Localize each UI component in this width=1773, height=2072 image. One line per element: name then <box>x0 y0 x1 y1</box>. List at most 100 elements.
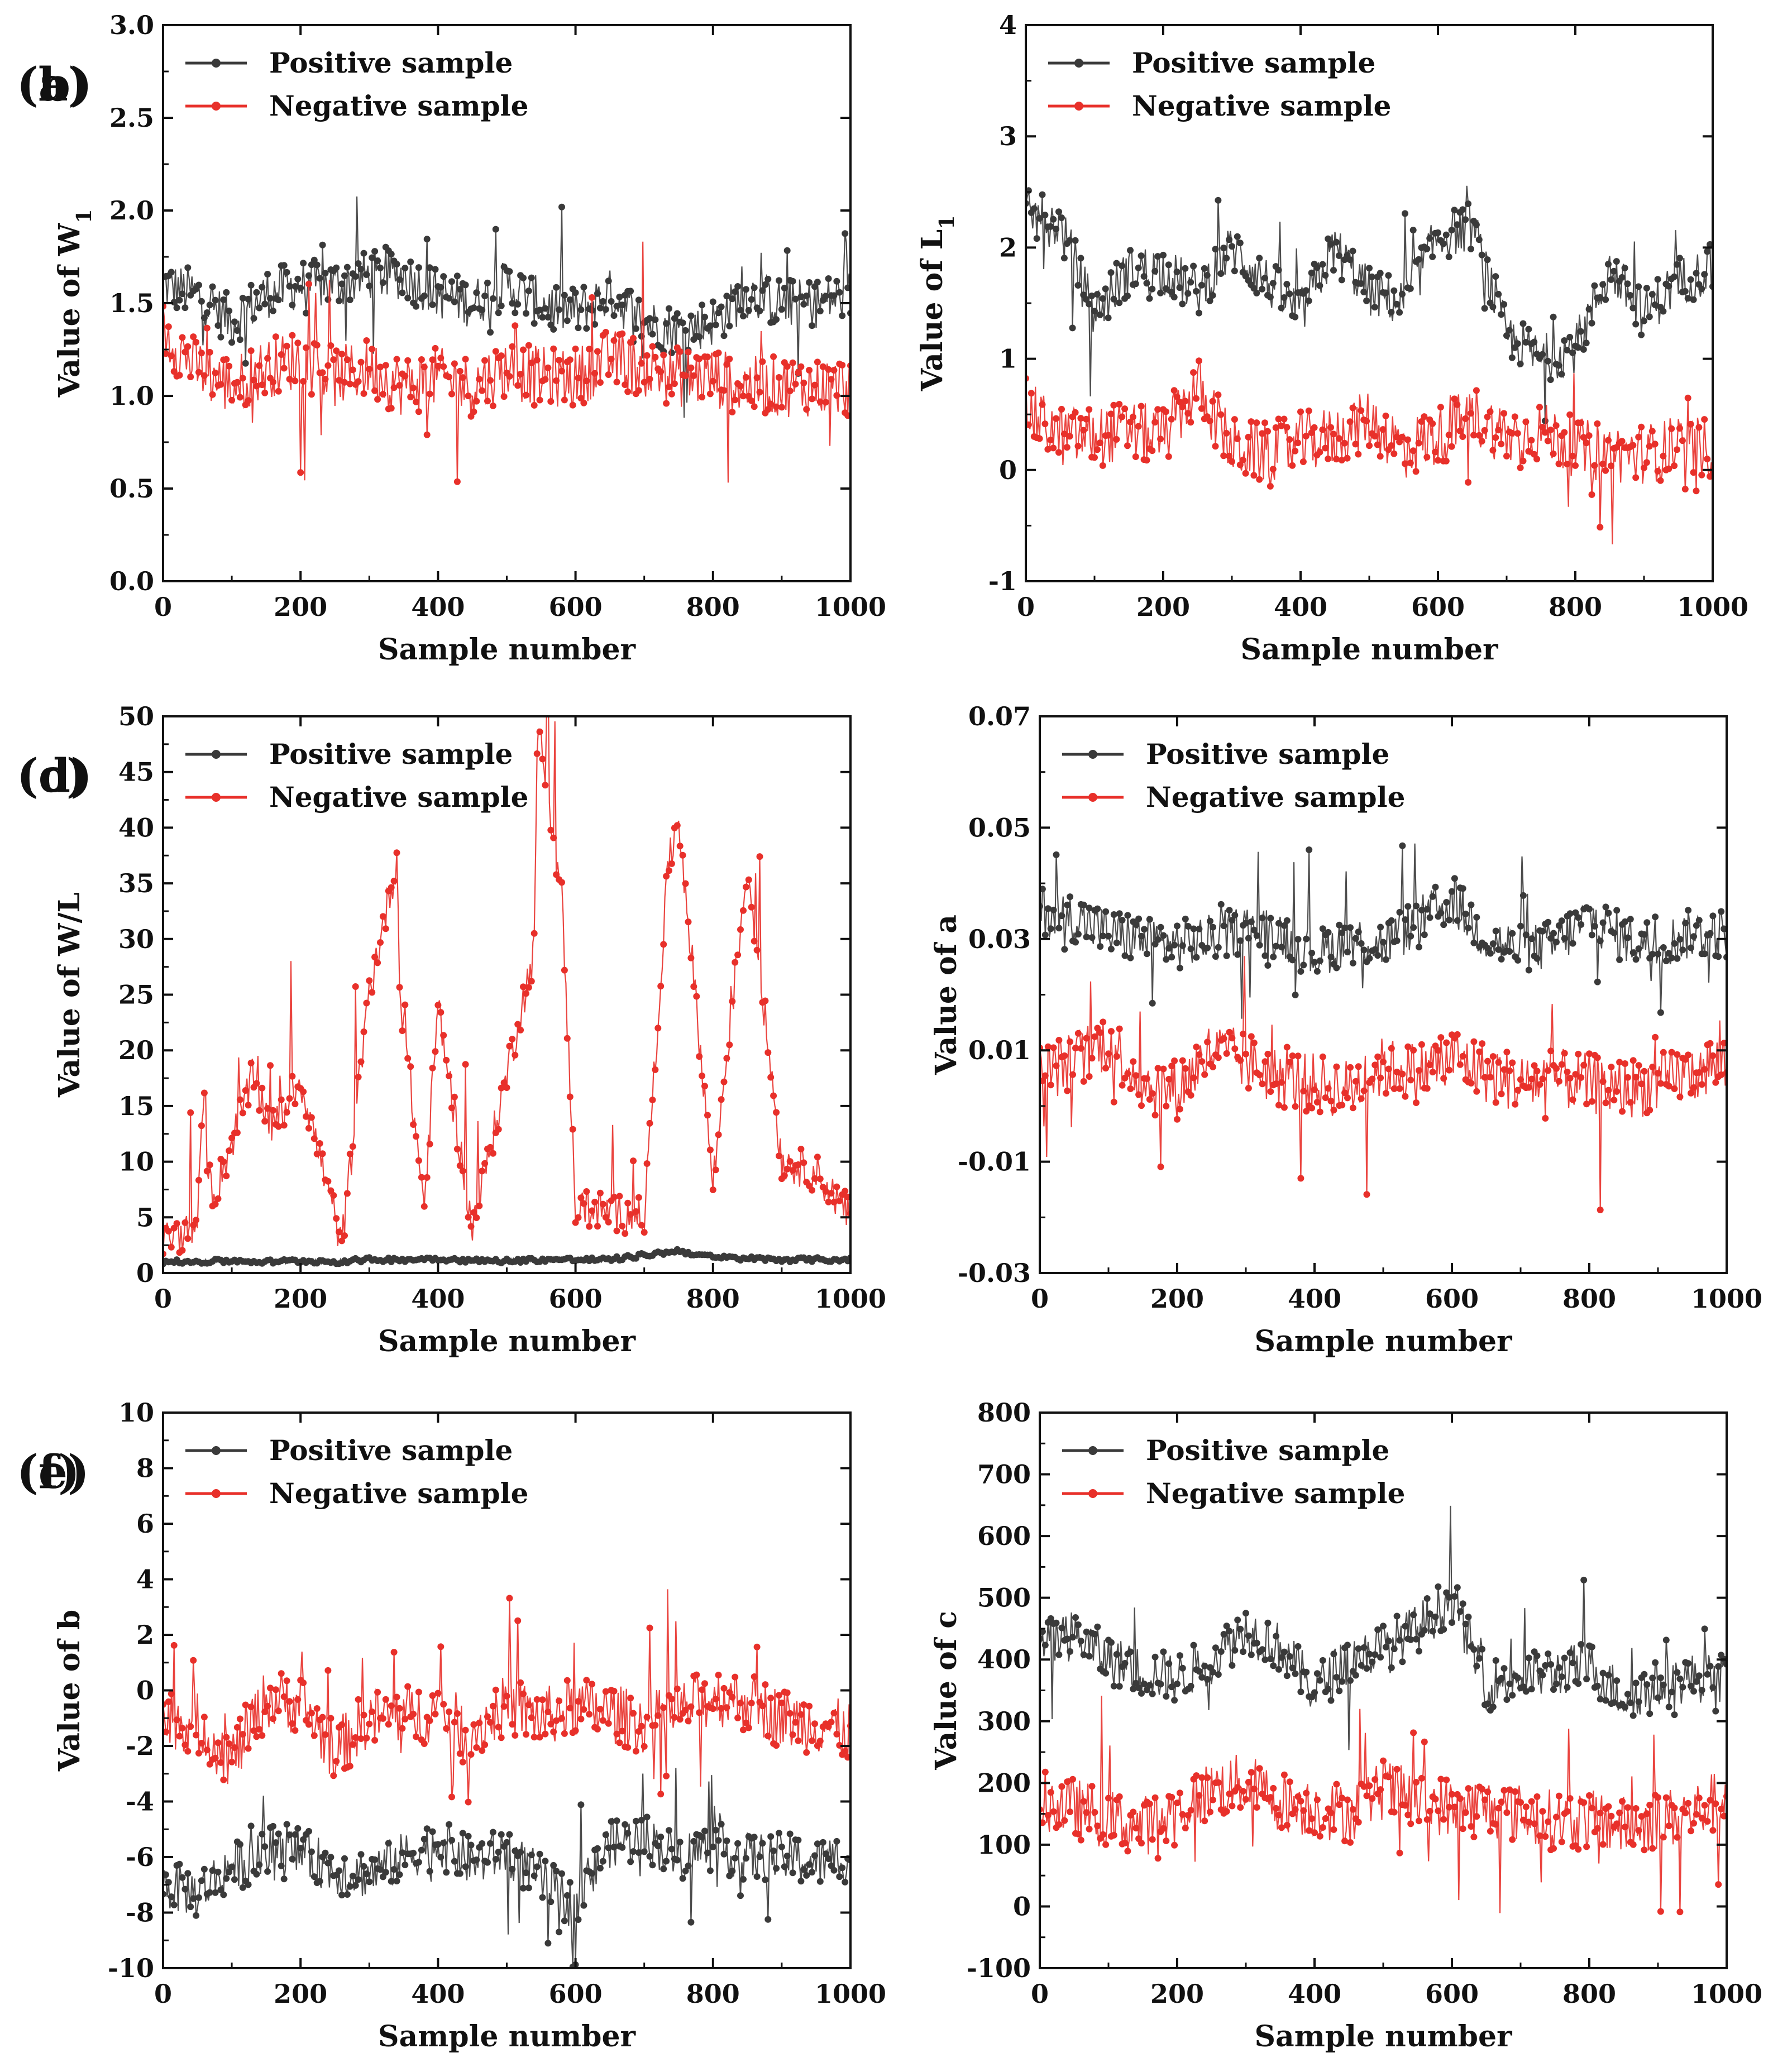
negative-sample-point <box>1712 1079 1719 1086</box>
positive-sample-point <box>1476 1655 1483 1662</box>
positive-sample-point <box>336 297 343 304</box>
positive-sample-point <box>737 307 744 314</box>
x-tick-label: 400 <box>411 1979 465 2009</box>
positive-sample-point <box>1542 1662 1549 1669</box>
negative-sample-point <box>1366 442 1373 449</box>
positive-sample-point <box>1693 1678 1700 1685</box>
negative-sample-point <box>1132 1825 1140 1832</box>
positive-sample-point <box>1446 1594 1453 1601</box>
negative-sample-point <box>1176 398 1183 405</box>
negative-sample-point <box>1407 1820 1414 1827</box>
negative-sample-point <box>1566 1075 1574 1082</box>
negative-sample-point <box>666 383 672 390</box>
negative-sample-point <box>1492 1099 1499 1106</box>
negative-sample-point <box>1086 406 1093 413</box>
negative-sample-point <box>696 1709 703 1716</box>
positive-sample-point <box>1558 917 1565 925</box>
positive-sample-point <box>1107 945 1115 953</box>
negative-sample-point <box>577 1715 585 1722</box>
positive-sample-point <box>627 288 634 295</box>
negative-sample-point <box>550 834 557 841</box>
positive-sample-point <box>1119 917 1126 923</box>
negative-sample-point <box>1674 446 1680 453</box>
positive-sample-point <box>740 1875 747 1883</box>
negative-sample-point <box>303 1113 309 1120</box>
y-tick-label: 0.07 <box>968 701 1031 731</box>
negative-sample-point <box>313 1705 321 1712</box>
legend-positive-marker <box>212 59 221 68</box>
negative-sample-point <box>1402 1802 1409 1809</box>
negative-sample-point <box>701 1083 708 1090</box>
positive-sample-point <box>181 1886 189 1893</box>
negative-sample-point <box>627 1695 634 1702</box>
positive-sample-point <box>1473 221 1480 228</box>
positive-sample-point <box>1503 332 1510 339</box>
negative-sample-point <box>1313 1099 1321 1106</box>
negative-sample-point <box>1107 1028 1115 1035</box>
x-axis-title: Sample number <box>1254 2020 1512 2054</box>
negative-sample-point <box>616 1739 623 1746</box>
positive-sample-point <box>704 1849 711 1856</box>
positive-sample-point <box>1415 256 1422 263</box>
negative-sample-point <box>1698 1081 1705 1088</box>
negative-sample-point <box>286 1095 293 1102</box>
positive-sample-point <box>165 1879 172 1886</box>
negative-sample-point <box>360 1028 367 1035</box>
negative-sample-point <box>1695 424 1703 431</box>
positive-sample-point <box>608 298 615 305</box>
negative-sample-point <box>1110 1098 1117 1106</box>
negative-sample-point <box>165 323 172 331</box>
negative-sample-point <box>580 399 587 406</box>
positive-sample-point <box>806 279 813 286</box>
negative-sample-point <box>1278 1079 1285 1086</box>
negative-sample-point <box>517 1026 524 1033</box>
positive-sample-point <box>819 1839 826 1846</box>
positive-sample-point <box>1066 237 1073 244</box>
negative-sample-point <box>1492 1821 1499 1828</box>
negative-sample-point <box>1446 1066 1453 1074</box>
positive-sample-point <box>1652 913 1659 921</box>
y-tick-label: 400 <box>977 1644 1031 1674</box>
negative-sample-point <box>1080 1078 1087 1085</box>
negative-sample-point <box>1385 1065 1392 1073</box>
negative-sample-point <box>668 860 675 867</box>
negative-sample-point <box>809 395 816 403</box>
positive-sample-point <box>701 313 708 320</box>
positive-sample-point <box>283 269 290 276</box>
positive-sample-point <box>212 1889 219 1896</box>
negative-sample-point <box>635 1728 642 1735</box>
positive-sample-point <box>1399 290 1406 298</box>
positive-sample-point <box>280 1875 288 1883</box>
negative-sample-point <box>1157 436 1164 443</box>
positive-sample-point <box>250 315 257 322</box>
negative-sample-point <box>1597 524 1604 531</box>
negative-sample-point <box>187 1723 194 1730</box>
positive-sample-point <box>184 264 192 271</box>
legend-positive-marker <box>1088 750 1097 759</box>
negative-sample-point <box>1618 438 1626 445</box>
negative-sample-point <box>509 1721 516 1728</box>
negative-sample-point <box>193 1217 200 1224</box>
positive-sample-point <box>506 1831 513 1838</box>
positive-sample-point <box>1041 931 1049 939</box>
positive-sample-point <box>1668 954 1675 961</box>
negative-sample-point <box>413 398 419 405</box>
positive-sample-point <box>1344 1642 1351 1649</box>
negative-sample-point <box>1371 1776 1379 1783</box>
positive-sample-point <box>580 284 587 291</box>
negative-sample-point <box>1718 1806 1725 1812</box>
negative-sample-point <box>1685 1800 1692 1807</box>
negative-sample-point <box>415 408 422 415</box>
positive-sample-point <box>1086 905 1093 912</box>
positive-sample-point <box>685 1862 692 1869</box>
chart-panel-4: 0 200 400 600 800 1000-0.03-0.010.010.030.050… <box>17 701 1762 1358</box>
negative-sample-point <box>1533 1793 1541 1800</box>
positive-sample-point <box>1097 943 1104 950</box>
positive-sample-point <box>709 1843 716 1850</box>
positive-sample-point <box>1132 921 1140 929</box>
positive-sample-point <box>462 1863 469 1870</box>
positive-sample-point <box>1240 1648 1247 1655</box>
positive-sample-point <box>1110 295 1117 303</box>
negative-sample-point <box>1487 408 1494 415</box>
